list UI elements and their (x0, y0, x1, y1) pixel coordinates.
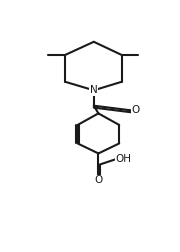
Text: N: N (90, 85, 98, 95)
Text: O: O (94, 175, 103, 185)
Text: OH: OH (115, 154, 131, 164)
Text: O: O (131, 105, 140, 115)
